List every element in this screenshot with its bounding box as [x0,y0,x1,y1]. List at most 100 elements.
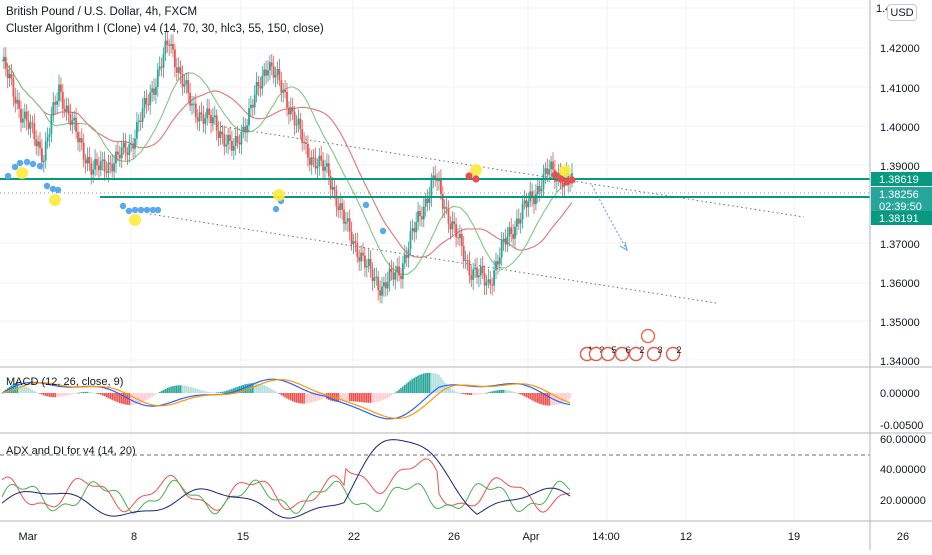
candle-body[interactable] [29,122,32,129]
candle-body[interactable] [527,201,530,208]
candle-body[interactable] [227,134,229,145]
candle-body[interactable] [225,144,228,147]
candle-body[interactable] [339,203,342,211]
candle-body[interactable] [394,272,397,280]
candle-body[interactable] [497,261,499,265]
candle-body[interactable] [8,73,11,79]
price-badge[interactable] [871,172,932,186]
candle-body[interactable] [350,231,353,245]
candle-body[interactable] [202,114,205,124]
candle-body[interactable] [46,137,49,142]
candle-body[interactable] [52,102,55,116]
candle-body[interactable] [124,142,127,153]
candle-body[interactable] [533,197,535,205]
candle-body[interactable] [358,257,361,262]
candle-body[interactable] [208,108,210,115]
candle-body[interactable] [521,203,524,220]
candle-body[interactable] [90,163,93,175]
candle-body[interactable] [548,169,551,175]
event-badge-icon[interactable] [614,346,630,362]
candle-body[interactable] [544,168,547,174]
candle-body[interactable] [407,248,410,258]
candle-body[interactable] [242,126,245,132]
candle-body[interactable] [464,260,467,262]
candle-body[interactable] [212,117,214,124]
candle-body[interactable] [151,88,153,93]
candle-body[interactable] [383,282,385,287]
candle-body[interactable] [455,224,457,238]
candle-body[interactable] [270,62,273,67]
candle-body[interactable] [415,222,418,233]
candle-body[interactable] [111,163,114,172]
candle-body[interactable] [60,84,62,93]
candle-body[interactable] [426,198,429,204]
candle-body[interactable] [430,179,433,197]
candle-body[interactable] [126,152,129,155]
candle-body[interactable] [3,56,5,62]
candle-body[interactable] [172,43,174,50]
event-badge-icon[interactable] [665,346,681,362]
candle-body[interactable] [457,237,459,239]
candle-body[interactable] [162,53,165,68]
candle-body[interactable] [122,142,125,148]
candle-body[interactable] [128,144,131,155]
event-flag-icon[interactable] [640,328,656,344]
candle-body[interactable] [421,216,423,220]
candle-body[interactable] [280,80,283,93]
candle-body[interactable] [58,84,60,101]
candle-body[interactable] [54,102,57,105]
candle-body[interactable] [561,182,564,187]
candle-body[interactable] [386,281,389,289]
candle-body[interactable] [174,49,176,68]
candle-body[interactable] [396,266,399,273]
candle-body[interactable] [229,134,231,141]
candle-body[interactable] [181,73,184,87]
candle-body[interactable] [206,108,209,119]
candle-body[interactable] [37,141,39,147]
candle-body[interactable] [101,159,104,162]
candle-body[interactable] [259,86,262,89]
candle-body[interactable] [23,111,26,119]
horizontal-levels[interactable] [0,178,870,198]
candle-body[interactable] [417,211,419,223]
candle-body[interactable] [345,221,347,224]
candle-body[interactable] [134,138,136,149]
candle-body[interactable] [516,218,518,227]
candle-body[interactable] [137,120,140,122]
candle-body[interactable] [194,103,197,118]
candle-body[interactable] [451,221,454,230]
price-pane[interactable]: 14356232 [0,30,870,362]
event-badge-icon[interactable] [628,346,644,362]
candle-body[interactable] [472,269,475,280]
candle-body[interactable] [362,252,364,256]
candle-body[interactable] [158,66,161,70]
candle-body[interactable] [191,103,193,106]
candle-body[interactable] [447,208,450,224]
candle-body[interactable] [531,191,533,198]
candle-body[interactable] [50,115,53,134]
candle-body[interactable] [373,277,376,281]
candle-body[interactable] [523,200,526,204]
candle-body[interactable] [341,203,343,210]
candle-body[interactable] [434,175,437,181]
candle-body[interactable] [377,276,380,291]
candle-body[interactable] [65,105,68,112]
candle-body[interactable] [320,155,323,161]
candle-body[interactable] [470,275,473,280]
candle-body[interactable] [240,131,243,145]
candle-body[interactable] [236,136,239,143]
candle-body[interactable] [132,143,134,149]
candle-body[interactable] [166,40,169,45]
price-badge[interactable] [871,187,932,201]
candle-body[interactable] [438,179,440,182]
candle-body[interactable] [210,114,212,124]
candle-body[interactable] [263,69,266,76]
candle-body[interactable] [567,172,570,183]
candle-body[interactable] [14,96,17,104]
candle-body[interactable] [381,286,383,296]
candle-body[interactable] [468,260,471,276]
candle-body[interactable] [204,118,207,124]
candle-body[interactable] [476,267,478,278]
candle-body[interactable] [20,108,22,123]
candle-body[interactable] [282,89,285,93]
